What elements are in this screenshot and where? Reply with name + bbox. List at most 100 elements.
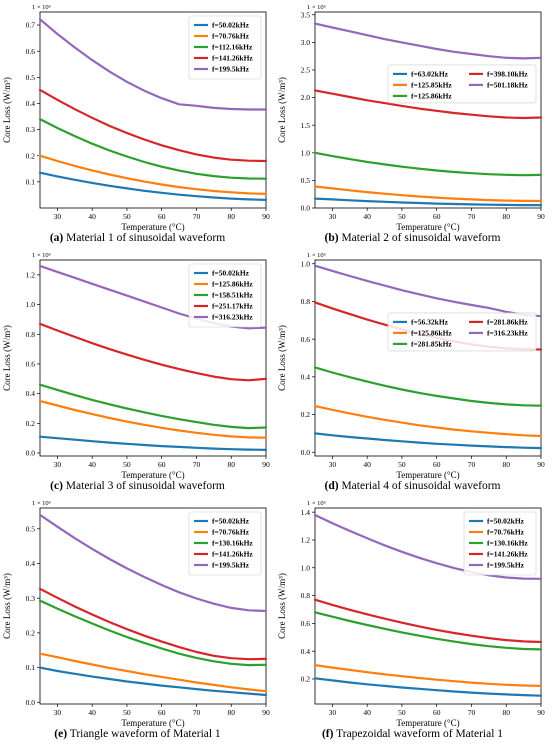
x-tick-label-a: 30 [54, 212, 62, 221]
y-tick-label-b: 1.5 [301, 121, 311, 130]
legend-box-e [188, 511, 262, 576]
legend-label-a-3: f=112.16kHz [212, 43, 253, 52]
series-line-d-2 [313, 405, 543, 438]
legend-label-c-1: f=50.02kHz [212, 269, 250, 278]
x-tick-label-b: 80 [502, 212, 510, 221]
caption-d: (d) Material 4 of sinusoidal waveform [275, 480, 550, 492]
x-tick-label-a: 60 [158, 212, 166, 221]
y-tick-label-c: 0.0 [26, 449, 36, 458]
series-line-e-2 [38, 652, 268, 693]
legend-label-d-2: f=125.86kHz [411, 329, 452, 338]
x-tick-label-d: 60 [433, 460, 441, 469]
legend-label-b-4: f=398.10kHz [487, 70, 528, 79]
legend-label-e-3: f=130.16kHz [212, 539, 253, 548]
y-axis-label-e: Core Loss (W/m³) [2, 573, 12, 639]
y-tick-label-d: 0.4 [301, 372, 311, 381]
legend-label-a-4: f=141.26kHz [212, 54, 253, 63]
plot-frame-f [314, 507, 542, 705]
x-tick-label-e: 90 [262, 708, 270, 717]
x-tick-label-e: 70 [193, 708, 201, 717]
y-tick-label-c: 1.2 [26, 270, 36, 279]
legend-label-c-3: f=158.51kHz [212, 291, 253, 300]
series-line-a-3 [38, 117, 268, 180]
x-axis-label-d: Temperature (°C) [396, 470, 459, 480]
x-tick-label-a: 80 [227, 212, 235, 221]
legend-label-f-2: f=70.76kHz [487, 528, 525, 537]
caption-c-tag: (c) [50, 480, 63, 492]
series-line-e-4 [38, 587, 268, 661]
y-tick-label-b: 2.5 [301, 66, 311, 75]
x-tick-label-a: 90 [262, 212, 270, 221]
series-line-a-5 [38, 18, 268, 111]
chart-f: 30 40 50 60 70 80 90 0.2 0.4 0.6 0.8 1.0 1.2 1.41 × 1… [277, 500, 545, 728]
series-line-c-2 [38, 400, 268, 439]
y-multiplier-d: 1 × 10⁶ [307, 252, 326, 259]
legend-label-a-5: f=199.5kHz [212, 65, 250, 74]
legend-label-f-5: f=199.5kHz [487, 561, 525, 570]
x-axis-label-b: Temperature (°C) [396, 222, 459, 232]
y-tick-label-c: 1.0 [26, 300, 36, 309]
y-tick-label-e: 0.4 [26, 559, 36, 568]
plot-frame-d [314, 259, 542, 457]
y-tick-label-a: 0.4 [26, 99, 36, 108]
y-tick-label-d: 0.6 [301, 335, 311, 344]
x-axis-label-c: Temperature (°C) [121, 470, 184, 480]
caption-e-tag: (e) [54, 728, 68, 740]
caption-f-text: Trapezoidal waveform of Material 1 [336, 728, 504, 740]
series-line-c-1 [38, 435, 268, 451]
legend-label-a-2: f=70.76kHz [212, 32, 250, 41]
x-tick-label-e: 30 [54, 708, 62, 717]
x-tick-label-f: 80 [502, 708, 510, 717]
x-tick-label-c: 70 [193, 460, 201, 469]
x-tick-label-d: 70 [468, 460, 476, 469]
caption-e-text: Triangle waveform of Material 1 [69, 728, 221, 740]
series-line-f-3 [313, 611, 543, 651]
y-tick-label-f: 1.2 [301, 536, 311, 545]
x-tick-label-e: 40 [88, 708, 96, 717]
series-line-e-3 [38, 599, 268, 667]
panel-f: 30 40 50 60 70 80 90 0.2 0.4 0.6 0.8 1.0 1.2 1.4 1 × 1… [275, 496, 550, 744]
y-tick-label-d: 0.2 [301, 410, 311, 419]
y-tick-label-f: 0.2 [301, 675, 311, 684]
legend-label-d-3: f=281.85kHz [411, 340, 452, 349]
x-tick-label-b: 30 [329, 212, 337, 221]
legend-label-b-3: f=125.86kHz [411, 92, 452, 101]
x-tick-label-f: 30 [329, 708, 337, 717]
series-line-a-2 [38, 154, 268, 195]
x-tick-label-d: 90 [537, 460, 545, 469]
y-tick-label-b: 0.5 [301, 176, 311, 185]
caption-a-tag: (a) [49, 232, 64, 244]
series-line-f-2 [313, 664, 543, 687]
y-tick-label-e: 0.5 [26, 524, 36, 533]
y-multiplier-e: 1 × 10⁶ [32, 500, 51, 507]
x-tick-label-c: 80 [227, 460, 235, 469]
series-line-b-3 [313, 151, 543, 177]
x-tick-label-c: 90 [262, 460, 270, 469]
series-line-a-1 [38, 171, 268, 201]
legend-label-e-5: f=199.5kHz [212, 561, 250, 570]
series-line-b-2 [313, 185, 543, 203]
series-line-e-1 [38, 666, 268, 697]
y-multiplier-a: 1 × 10⁶ [32, 4, 51, 11]
x-axis-label-a: Temperature (°C) [121, 222, 184, 232]
caption-f-tag: (f) [321, 728, 334, 740]
y-tick-label-b: 3.0 [301, 38, 311, 47]
legend-label-e-1: f=50.02kHz [212, 517, 250, 526]
plot-frame-e [39, 507, 267, 705]
x-tick-label-a: 40 [88, 212, 96, 221]
caption-d-text: Material 4 of sinusoidal waveform [341, 480, 501, 492]
caption-b: (b) Material 2 of sinusoidal waveform [275, 232, 550, 244]
x-tick-label-f: 90 [537, 708, 545, 717]
x-axis-label-f: Temperature (°C) [396, 718, 459, 728]
legend-label-d-1: f=56.32kHz [411, 318, 449, 327]
series-line-f-1 [313, 677, 543, 697]
series-line-d-5 [313, 264, 543, 318]
y-multiplier-c: 1 × 10⁶ [32, 252, 51, 259]
y-multiplier-f: 1 × 10⁶ [307, 500, 326, 507]
chart-b: 30 40 50 60 70 80 90 0.0 0.5 1.0 1.5 2.0 2.5 3.0 3.51 … [277, 4, 545, 232]
caption-c-text: Material 3 of sinusoidal waveform [65, 480, 225, 492]
x-tick-label-f: 40 [363, 708, 371, 717]
caption-a-text: Material 1 of sinusoidal waveform [66, 232, 226, 244]
x-tick-label-b: 70 [468, 212, 476, 221]
